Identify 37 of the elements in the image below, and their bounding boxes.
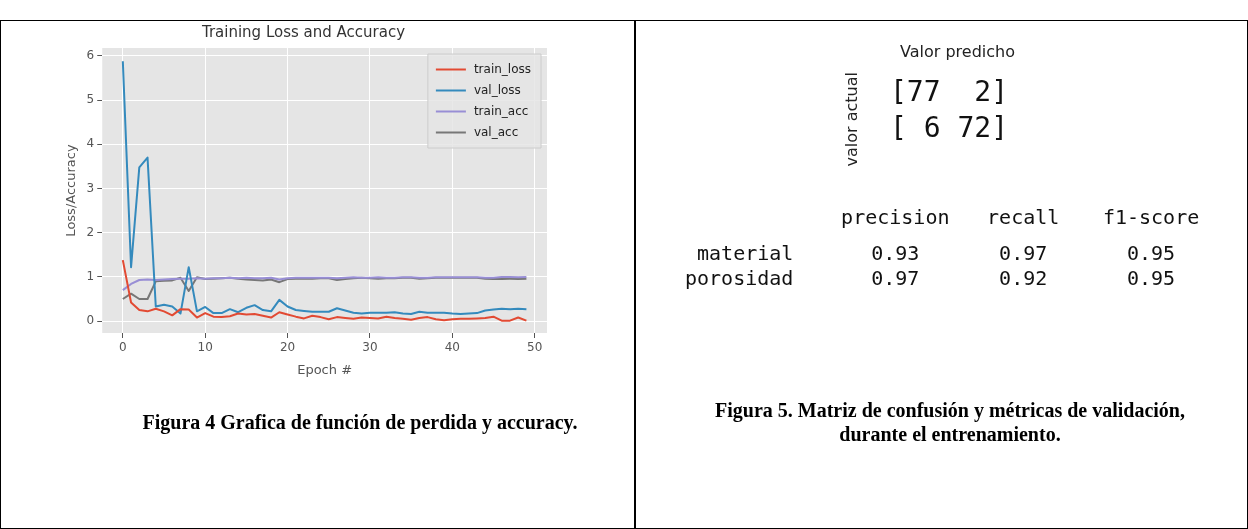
text: Figura 4 Grafica de función de perdida y accuracy. — [141, 410, 579, 434]
x-tick-label: recall — [987, 205, 1060, 230]
y-tick-label: 6 — [86, 48, 95, 63]
chart-title: Training Loss and Accuracy — [200, 22, 406, 41]
data-label: 0.93 — [871, 240, 920, 265]
y-tick-label: porosidad — [684, 266, 794, 291]
x-axis-title: Epoch # — [297, 361, 353, 377]
legend-label: train_loss — [473, 61, 532, 76]
y-tick-label: 4 — [86, 136, 95, 151]
x-tick-label: precision — [841, 205, 950, 230]
x-tick-label: 50 — [527, 340, 543, 355]
y-axis-title: Loss/Accuracy — [63, 144, 79, 237]
text: Figura 5. Matriz de confusión y métricas de validación, durante el entrenamiento. — [714, 398, 1186, 446]
y-tick-label: 1 — [86, 269, 95, 284]
data-label: 0.95 — [1126, 266, 1176, 291]
text: valor actual — [842, 72, 861, 167]
text: [77 2] — [890, 74, 1009, 110]
text: Valor predicho — [900, 42, 1015, 61]
data-label: 0.95 — [1126, 240, 1176, 265]
x-tick-label: 20 — [279, 340, 296, 355]
data-label: 0.92 — [999, 266, 1048, 291]
legend-label: train_acc — [473, 103, 529, 118]
x-tick-label: f1-score — [1102, 205, 1200, 230]
x-tick-label: 30 — [362, 340, 378, 355]
x-tick-label: 40 — [444, 340, 460, 355]
y-tick-label: material — [697, 240, 794, 265]
y-tick-label: 0 — [86, 313, 95, 328]
legend-label: val_loss — [473, 82, 521, 97]
x-tick-label: 10 — [197, 340, 213, 355]
x-tick-label: 0 — [119, 340, 127, 355]
data-label: 0.97 — [999, 240, 1048, 265]
text: [ 6 72] — [890, 110, 1009, 146]
legend-label: val_acc — [473, 124, 519, 139]
data-label: 0.97 — [871, 266, 920, 291]
y-tick-label: 3 — [86, 180, 95, 195]
y-tick-label: 5 — [86, 92, 95, 107]
y-tick-label: 2 — [86, 224, 95, 239]
